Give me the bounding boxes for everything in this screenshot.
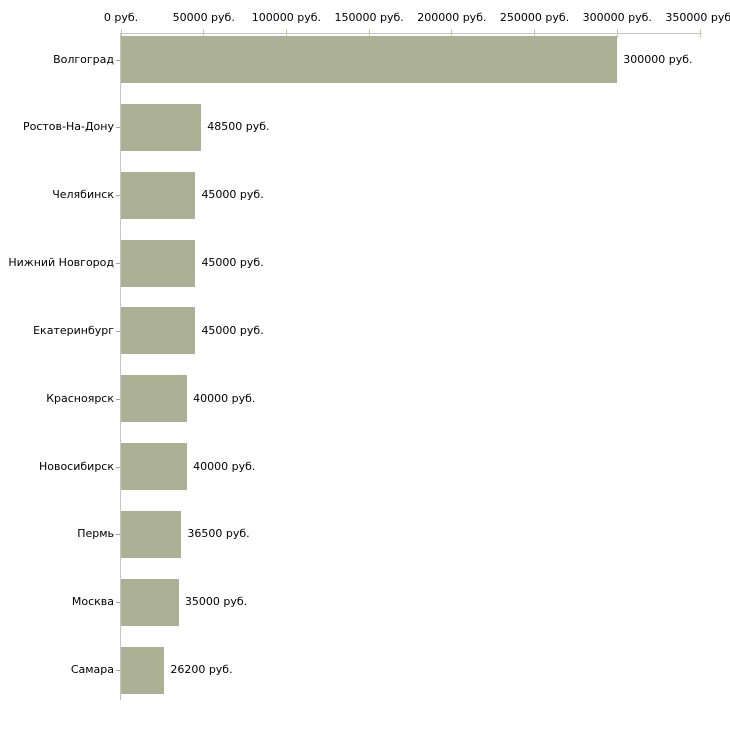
category-label: Пермь <box>77 527 114 541</box>
value-label: 35000 руб. <box>184 595 248 609</box>
x-axis-tick-label: 150000 руб. <box>334 11 404 24</box>
x-axis-tick-mark <box>368 29 370 38</box>
x-axis-tick-mark <box>534 29 536 38</box>
value-label: 40000 руб. <box>193 391 256 405</box>
value-label: 300000 руб. <box>623 52 693 66</box>
x-axis-tick-label: 50000 руб. <box>172 11 235 24</box>
x-axis-tick-label: 250000 руб. <box>499 11 570 24</box>
x-axis-tick-mark <box>451 29 453 38</box>
y-axis-tick-mark <box>116 263 120 265</box>
value-label: 45000 руб. <box>201 323 264 337</box>
bar-8 <box>121 578 179 626</box>
bar-4 <box>121 307 196 355</box>
bar-0 <box>121 36 618 83</box>
x-axis-tick-label: 350000 руб. <box>665 11 730 24</box>
value-label: 48500 руб. <box>207 120 270 134</box>
category-label: Москва <box>71 595 114 609</box>
bar-5 <box>121 375 188 423</box>
y-axis-tick-mark <box>116 534 120 536</box>
value-label: 40000 руб. <box>193 459 256 473</box>
bar-3 <box>121 239 196 287</box>
y-axis-tick-mark <box>116 330 120 332</box>
value-label: 45000 руб. <box>201 188 264 202</box>
y-axis-tick-mark <box>116 127 120 129</box>
value-label: 36500 руб. <box>187 527 250 541</box>
y-axis-tick-mark <box>116 195 120 197</box>
x-axis-tick-label: 100000 руб. <box>251 11 322 24</box>
category-label: Новосибирск <box>38 459 114 473</box>
y-axis-tick-mark <box>116 398 120 400</box>
x-axis-tick-mark <box>699 29 701 38</box>
value-label: 26200 руб. <box>170 663 233 677</box>
y-axis-tick-mark <box>116 59 120 61</box>
x-axis-tick-mark <box>616 29 618 38</box>
category-label: Екатеринбург <box>33 323 114 337</box>
x-axis-tick-label: 200000 руб. <box>417 11 487 24</box>
x-axis-tick-label: 0 руб. <box>103 11 139 24</box>
x-axis-line <box>120 33 702 34</box>
x-axis-tick-mark <box>285 29 287 38</box>
category-label: Ростов-На-Дону <box>22 120 114 134</box>
category-label: Челябинск <box>52 188 114 202</box>
bar-1 <box>121 103 202 151</box>
category-label: Нижний Новгород <box>8 256 114 270</box>
x-axis-tick-mark <box>120 29 122 38</box>
y-axis-tick-mark <box>116 602 120 604</box>
bar-2 <box>121 171 196 219</box>
category-label: Самара <box>70 663 114 677</box>
bar-9 <box>121 646 165 694</box>
y-axis-tick-mark <box>116 670 120 672</box>
y-axis-tick-mark <box>116 466 120 468</box>
category-label: Волгоград <box>53 52 114 66</box>
value-label: 45000 руб. <box>201 256 264 270</box>
x-axis-tick-mark <box>203 29 205 38</box>
category-label: Красноярск <box>46 391 114 405</box>
x-axis-tick-label: 300000 руб. <box>582 11 652 24</box>
bar-7 <box>121 510 182 558</box>
bar-6 <box>121 443 188 491</box>
y-axis-line <box>120 33 121 700</box>
